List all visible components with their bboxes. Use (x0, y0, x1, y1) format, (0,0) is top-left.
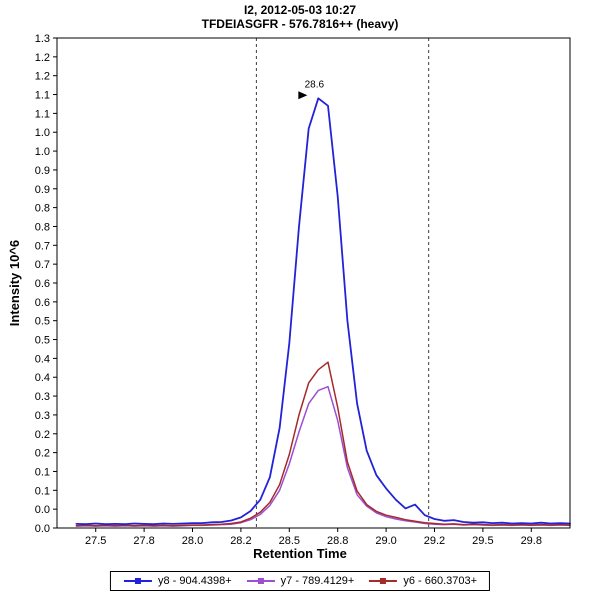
peak-annotation-label: 28.6 (305, 79, 325, 90)
y-tick-label: 0.1 (35, 466, 50, 478)
x-tick-label: 27.8 (133, 535, 154, 547)
y-tick-label: 0.7 (35, 259, 50, 271)
y-tick-label: 0.6 (35, 278, 50, 290)
legend-marker-y8-icon (123, 578, 152, 584)
legend-point-marker-icon (380, 578, 387, 584)
y-tick-label: 1.1 (35, 90, 50, 102)
y-tick-label: 1.2 (35, 71, 50, 83)
chart-subtitle: TFDEIASGFR - 576.7816++ (heavy) (201, 17, 399, 31)
legend-item-y8: y8 - 904.4398+ (123, 575, 232, 587)
plot-area[interactable] (57, 38, 570, 528)
legend-marker-y6-icon (369, 578, 398, 584)
y-tick-label: 0.9 (35, 184, 50, 196)
x-tick-label: 29.2 (424, 535, 445, 547)
y-tick-label: 1.3 (35, 33, 50, 45)
plot-border (56, 37, 571, 529)
y-tick-label: 0.4 (35, 372, 50, 384)
legend-label-y7: y7 - 789.4129+ (280, 575, 355, 587)
peak-annotation-arrow-icon (298, 91, 308, 100)
y-tick-label: 0.2 (35, 448, 50, 460)
legend-point-marker-icon (257, 578, 264, 584)
y-axis-title: Intensity 10^6 (7, 239, 22, 327)
y-tick-label: 1.1 (35, 108, 50, 120)
legend: y8 - 904.4398+ y7 - 789.4129+ y6 - 660.3… (109, 571, 491, 591)
y-tick-label: 0.0 (35, 504, 50, 516)
y-tick-label: 0.3 (35, 391, 50, 403)
legend-label-y6: y6 - 660.3703+ (403, 575, 478, 587)
legend-point-marker-icon (134, 578, 141, 584)
y-tick-label: 0.5 (35, 335, 50, 347)
y-tick-label: 1.0 (35, 127, 50, 139)
x-tick-label: 27.5 (85, 535, 106, 547)
y-tick-label: 0.4 (35, 353, 50, 365)
y-tick-label: 0.1 (35, 485, 50, 497)
chromatogram-trace-y6 (75, 361, 571, 527)
y-tick-label: 0.3 (35, 410, 50, 422)
x-tick-label: 28.0 (182, 535, 203, 547)
x-axis-title: Retention Time (253, 546, 347, 561)
legend-item-y7: y7 - 789.4129+ (246, 575, 355, 587)
legend-swatch-y7 (246, 576, 276, 586)
legend-label-y8: y8 - 904.4398+ (157, 575, 232, 587)
x-tick-label: 28.8 (327, 535, 348, 547)
y-tick-label: 0.5 (35, 316, 50, 328)
y-tick-label: 0.2 (35, 429, 50, 441)
y-tick-label: 0.8 (35, 221, 50, 233)
x-tick-label: 29.5 (472, 535, 493, 547)
chromatogram-trace-y8 (75, 97, 571, 526)
x-tick-label: 29.0 (375, 535, 396, 547)
legend-item-y6: y6 - 660.3703+ (368, 575, 477, 587)
y-tick-label: 0.0 (35, 523, 50, 535)
legend-swatch-y8 (123, 576, 153, 586)
legend-marker-y7-icon (246, 578, 275, 584)
y-tick-label: 0.8 (35, 203, 50, 215)
y-tick-label: 1.2 (35, 52, 50, 64)
x-tick-label: 29.8 (521, 535, 542, 547)
y-tick-label: 0.7 (35, 240, 50, 252)
y-tick-label: 1.0 (35, 146, 50, 158)
x-tick-label: 28.2 (230, 535, 251, 547)
legend-swatch-y6 (368, 576, 398, 586)
y-tick-label: 0.6 (35, 297, 50, 309)
x-tick-label: 28.5 (279, 535, 300, 547)
chart-title: I2, 2012-05-03 10:27 (243, 3, 357, 17)
y-tick-label: 0.9 (35, 165, 50, 177)
